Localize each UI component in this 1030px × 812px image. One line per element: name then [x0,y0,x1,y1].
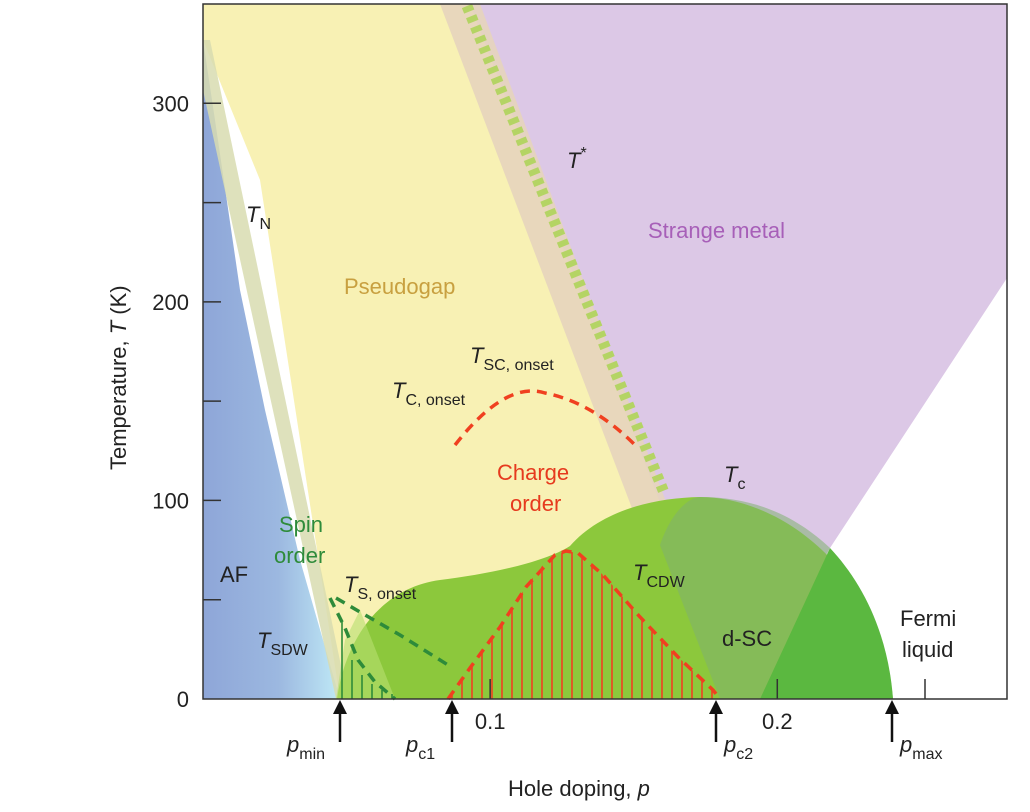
strange-metal-region [440,4,1007,699]
svg-text:pc2: pc2 [723,732,753,763]
y-axis-ticks: 0 100 200 300 [152,91,221,712]
spin-order-label-1: Spin [279,512,323,537]
y-tick-label: 200 [152,290,189,315]
spin-ticks [341,620,393,699]
charge-order-label-2: order [510,491,561,516]
svg-text:pmax: pmax [899,732,942,763]
tsdw-label: TSDW [257,628,309,659]
af-label: AF [220,562,248,587]
marker-p-c2: pc2 [709,700,753,763]
x-tick-label: 0.1 [475,709,506,734]
y-tick-label: 100 [152,488,189,513]
ts-onset-line [335,596,449,667]
tc-label: Tc [724,462,745,493]
tsdw-line [328,597,397,701]
x-tick-label: 0.2 [762,709,793,734]
x-axis-label: Hole doping, p [508,776,650,801]
tcdw-label: TCDW [633,560,686,591]
tn-stripe [203,40,348,699]
marker-p-min: pmin [286,700,347,763]
tstar-label: T* [567,145,587,173]
y-tick-label: 300 [152,91,189,116]
y-axis-label: Temperature, T (K) [106,285,131,470]
dome-purple-overlap [660,497,830,699]
fermi-label-1: Fermi [900,606,956,631]
pseudogap-label: Pseudogap [344,274,455,299]
spin-order-region [336,610,395,699]
tc-onset-line [453,389,637,447]
tc-onset-label: TC, onset [392,378,466,409]
sc-dome-overdoped [760,548,893,699]
af-region [203,40,340,699]
ts-onset-label: TS, onset [344,572,417,603]
tn-label: TN [246,202,271,233]
svg-text:pmin: pmin [286,732,325,763]
strange-metal-label: Strange metal [648,218,785,243]
spin-order-label-2: order [274,543,325,568]
dsc-label: d-SC [722,626,772,651]
x-axis-ticks: 0.1 0.2 [475,679,926,734]
plot-frame [202,3,1008,700]
svg-text:pc1: pc1 [405,732,435,763]
tsc-onset-label: TSC, onset [470,343,554,374]
y-tick-label: 0 [177,687,189,712]
marker-p-c1: pc1 [405,700,459,763]
fermi-label-2: liquid [902,637,953,662]
marker-p-max: pmax [885,700,942,763]
charge-order-label-1: Charge [497,460,569,485]
